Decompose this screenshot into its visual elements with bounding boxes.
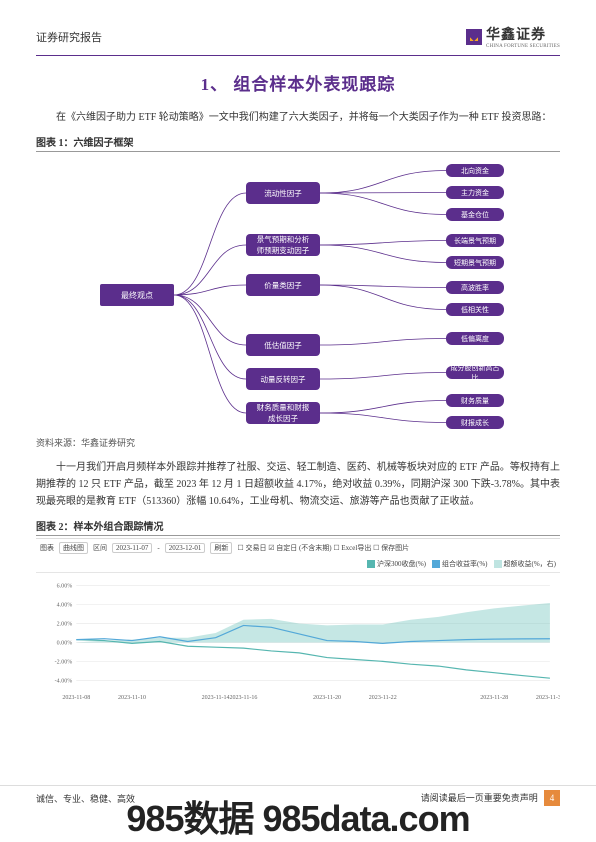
- svg-text:2.00%: 2.00%: [57, 622, 73, 628]
- toolbar-options[interactable]: ☐ 交易日 ☑ 自定日 (不含末期) ☐ Excel导出 ☐ 保存图片: [237, 543, 409, 553]
- tree-node: 景气预期和分析 师预期变动因子: [246, 234, 320, 256]
- paragraph-1: 在《六维因子助力 ETF 轮动策略》一文中我们构建了六大类因子，并将每一个大类因…: [36, 109, 560, 126]
- paragraph-2: 十一月我们开启月频样本外跟踪并推荐了社服、交运、轻工制造、医药、机械等板块对应的…: [36, 459, 560, 510]
- tree-node: 低偏离度: [446, 332, 504, 345]
- svg-text:0.00%: 0.00%: [57, 640, 73, 646]
- tree-node: 财报成长: [446, 416, 504, 429]
- toolbar-range-label: 区间: [93, 543, 107, 553]
- tree-node: 最终观点: [100, 284, 174, 306]
- doc-type-label: 证券研究报告: [36, 29, 102, 45]
- logo-icon: [466, 29, 482, 45]
- svg-text:2023-11-08: 2023-11-08: [62, 695, 90, 701]
- brand-name-cn: 华鑫证券: [486, 24, 560, 44]
- tree-node: 基金仓位: [446, 208, 504, 221]
- toolbar-range-to[interactable]: 2023-12-01: [165, 543, 206, 553]
- chart2-linechart: 图表 曲线图 区间 2023-11-07 - 2023-12-01 刷新 ☐ 交…: [36, 538, 560, 698]
- tree-node: 短期景气预期: [446, 256, 504, 269]
- chart1-label: 图表 1：六维因子框架: [36, 134, 560, 152]
- chart2-toolbar: 图表 曲线图 区间 2023-11-07 - 2023-12-01 刷新 ☐ 交…: [36, 539, 560, 573]
- chart1-hierarchy: 最终观点 流动性因子景气预期和分析 师预期变动因子价量类因子低估值因子动量反转因子…: [36, 154, 560, 434]
- svg-text:2023-11-16: 2023-11-16: [229, 695, 257, 701]
- tree-node: 长端景气预期: [446, 234, 504, 247]
- brand-logo: 华鑫证券 CHINA FORTUNE SECURITIES: [466, 24, 560, 49]
- tree-node: 高波胜率: [446, 281, 504, 294]
- svg-text:2023-11-20: 2023-11-20: [313, 695, 341, 701]
- tree-node: 动量反转因子: [246, 368, 320, 390]
- svg-text:4.00%: 4.00%: [57, 603, 73, 609]
- toolbar-type-label: 图表: [40, 543, 54, 553]
- tree-node: 财务质量: [446, 394, 504, 407]
- brand-name-en: CHINA FORTUNE SECURITIES: [486, 44, 560, 49]
- svg-text:2023-11-28: 2023-11-28: [480, 695, 508, 701]
- svg-text:6.00%: 6.00%: [57, 584, 73, 590]
- svg-text:2023-11-22: 2023-11-22: [369, 695, 397, 701]
- svg-text:2023-11-14: 2023-11-14: [202, 695, 230, 701]
- tree-node: 成分股创新高占比: [446, 366, 504, 379]
- toolbar-type-select[interactable]: 曲线图: [59, 542, 88, 554]
- toolbar-refresh-button[interactable]: 刷新: [210, 542, 232, 554]
- tree-node: 价量类因子: [246, 274, 320, 296]
- svg-text:2023-11-30: 2023-11-30: [536, 695, 560, 701]
- chart2-legend: 沪深300收盘(%)组合收益率(%)超额收益(%，右): [361, 559, 556, 569]
- toolbar-range-from[interactable]: 2023-11-07: [112, 543, 152, 553]
- page-header: 证券研究报告 华鑫证券 CHINA FORTUNE SECURITIES: [36, 24, 560, 56]
- chart2-label: 图表 2：样本外组合跟踪情况: [36, 518, 560, 536]
- watermark: 985数据 985data.com: [0, 790, 596, 842]
- tree-node: 北向资金: [446, 164, 504, 177]
- tree-node: 低相关性: [446, 303, 504, 316]
- tree-node: 财务质量和财报 成长因子: [246, 402, 320, 424]
- section-title: 1、 组合样本外表现跟踪: [36, 70, 560, 95]
- svg-text:2023-11-10: 2023-11-10: [118, 695, 146, 701]
- tree-node: 低估值因子: [246, 334, 320, 356]
- svg-text:-4.00%: -4.00%: [55, 678, 73, 684]
- tree-node: 主力资金: [446, 186, 504, 199]
- chart1-source: 资料来源：华鑫证券研究: [36, 436, 560, 449]
- tree-node: 流动性因子: [246, 182, 320, 204]
- svg-text:-2.00%: -2.00%: [55, 659, 73, 665]
